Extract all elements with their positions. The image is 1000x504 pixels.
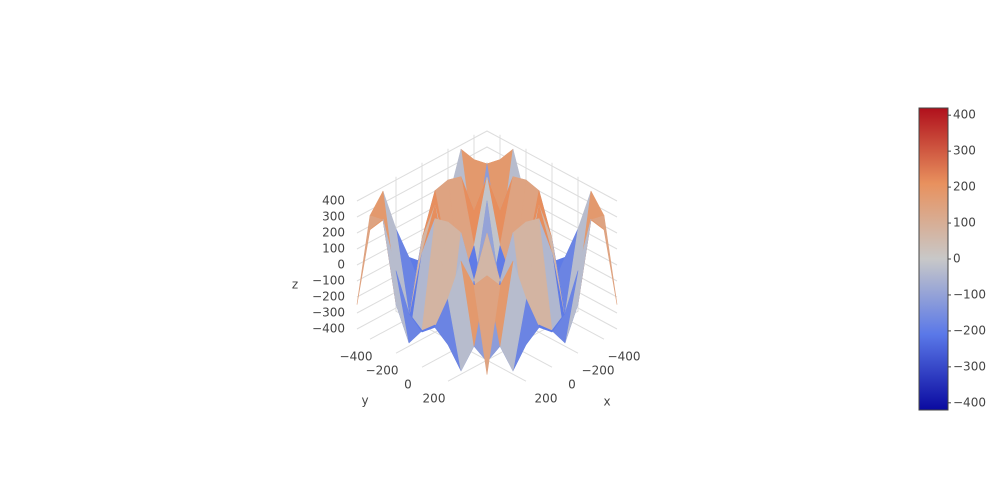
colorbar-tick-label: −400 [953, 395, 986, 409]
surface-cell [356, 215, 384, 305]
surface [356, 148, 618, 375]
colorbar-tick-label: −100 [953, 287, 986, 301]
grid-line [395, 176, 527, 382]
y-axis-title: y [361, 394, 368, 408]
colorbar-tick-label: −200 [953, 323, 986, 337]
y-tick-label: 0 [404, 378, 412, 392]
z-tick-label: −200 [312, 290, 345, 304]
colorbar-tick-label: 300 [953, 144, 976, 158]
grid-line [356, 130, 618, 202]
y-tick-label: 200 [423, 392, 446, 406]
x-tick-label: 0 [568, 378, 576, 392]
z-tick-label: 0 [337, 258, 345, 272]
grid-line [356, 146, 618, 218]
z-tick-label: 200 [322, 226, 345, 240]
colorbar-tick-label: 0 [953, 252, 961, 266]
x-tick-label: −200 [582, 364, 615, 378]
surface-cell [473, 275, 501, 375]
y-tick-label: −400 [340, 350, 373, 364]
z-tick-label: 400 [322, 194, 345, 208]
colorbar [918, 107, 949, 411]
surface-cell [590, 215, 618, 305]
z-axis-title: z [292, 278, 298, 292]
z-tick-label: −100 [312, 274, 345, 288]
colorbar-tick-label: −300 [953, 359, 986, 373]
x-axis-title: x [603, 395, 610, 409]
y-tick-label: −200 [366, 364, 399, 378]
colorbar-tick-label: 400 [953, 108, 976, 122]
z-tick-label: 100 [322, 242, 345, 256]
x-tick-label: −400 [608, 350, 641, 364]
colorbar-tick-label: 200 [953, 180, 976, 194]
z-tick-label: −400 [312, 322, 345, 336]
z-tick-label: 300 [322, 210, 345, 224]
axis-labels: x y z −400−2000200−400−2000200−400−300−2… [292, 194, 641, 409]
z-tick-label: −300 [312, 306, 345, 320]
grid-line [356, 162, 618, 234]
colorbar-tick-label: 100 [953, 216, 976, 230]
x-tick-label: 200 [535, 392, 558, 406]
grid-line [447, 176, 579, 382]
